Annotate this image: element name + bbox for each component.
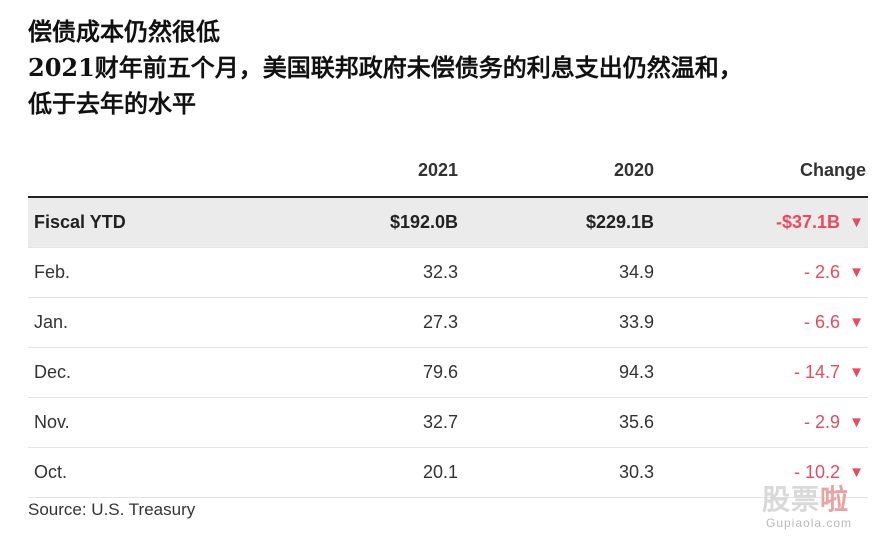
table-row: Dec. 79.6 94.3 - 14.7 ▼ bbox=[28, 348, 868, 398]
cell-change: - 6.6 bbox=[803, 312, 840, 332]
down-arrow-icon: ▼ bbox=[849, 264, 864, 281]
cell-2020: 30.3 bbox=[618, 462, 654, 482]
row-label: Nov. bbox=[34, 412, 70, 432]
down-arrow-icon: ▼ bbox=[849, 464, 864, 481]
watermark-chinese: 股票啦 bbox=[762, 483, 850, 516]
cell-2021: 32.7 bbox=[422, 412, 458, 432]
cell-2021: 32.3 bbox=[422, 262, 458, 282]
cell-2020: $229.1B bbox=[585, 212, 654, 232]
cell-2021: $192.0B bbox=[389, 212, 458, 232]
row-label: Jan. bbox=[34, 312, 69, 332]
cell-2020: 34.9 bbox=[618, 262, 654, 282]
header-2021: 2021 bbox=[417, 160, 458, 180]
cell-change: - 2.6 bbox=[803, 262, 840, 282]
watermark-logo: 股票啦 Gupiaola.com bbox=[762, 478, 874, 534]
cell-change: - 2.9 bbox=[803, 412, 840, 432]
source-note: Source: U.S. Treasury bbox=[28, 500, 196, 519]
cell-2020: 33.9 bbox=[618, 312, 654, 332]
table-row: Feb. 32.3 34.9 - 2.6 ▼ bbox=[28, 248, 868, 298]
down-arrow-icon: ▼ bbox=[849, 414, 864, 431]
data-table: 2021 2020 Change Fiscal YTD $192.0B $229.1… bbox=[28, 148, 868, 498]
cell-change: - 14.7 bbox=[793, 362, 840, 382]
table-row: Oct. 20.1 30.3 - 10.2 ▼ bbox=[28, 448, 868, 498]
table-row-ytd: Fiscal YTD $192.0B $229.1B -$37.1B ▼ bbox=[28, 198, 868, 248]
header-change: Change bbox=[799, 160, 866, 180]
title-line-2: 2021财年前五个月，美国联邦政府未偿债务的利息支出仍然温和， bbox=[28, 53, 743, 82]
cell-2020: 94.3 bbox=[618, 362, 654, 382]
down-arrow-icon: ▼ bbox=[849, 214, 864, 231]
cell-2021: 20.1 bbox=[422, 462, 458, 482]
row-label: Feb. bbox=[34, 262, 71, 282]
table-row: Nov. 32.7 35.6 - 2.9 ▼ bbox=[28, 398, 868, 448]
table-header-row: 2021 2020 Change bbox=[28, 148, 868, 198]
cell-2021: 27.3 bbox=[422, 312, 458, 332]
title-line-1: 偿债成本仍然很低 bbox=[28, 17, 220, 46]
cell-2021: 79.6 bbox=[422, 362, 458, 382]
cell-change: - 10.2 bbox=[793, 462, 840, 482]
down-arrow-icon: ▼ bbox=[849, 364, 864, 381]
row-label: Fiscal YTD bbox=[34, 212, 126, 232]
header-2020: 2020 bbox=[613, 160, 654, 180]
row-label: Oct. bbox=[34, 462, 68, 482]
down-arrow-icon: ▼ bbox=[849, 314, 864, 331]
cell-change: -$37.1B bbox=[775, 212, 840, 232]
watermark-english: Gupiaola.com bbox=[766, 516, 853, 530]
chart-title: 偿债成本仍然很低 2021财年前五个月，美国联邦政府未偿债务的利息支出仍然温和，… bbox=[28, 14, 868, 122]
cell-2020: 35.6 bbox=[618, 412, 654, 432]
table-body: Fiscal YTD $192.0B $229.1B -$37.1B ▼ Feb. 32.3… bbox=[28, 198, 868, 498]
row-label: Dec. bbox=[34, 362, 72, 382]
table-row: Jan. 27.3 33.9 - 6.6 ▼ bbox=[28, 298, 868, 348]
title-line-3: 低于去年的水平 bbox=[28, 89, 196, 118]
